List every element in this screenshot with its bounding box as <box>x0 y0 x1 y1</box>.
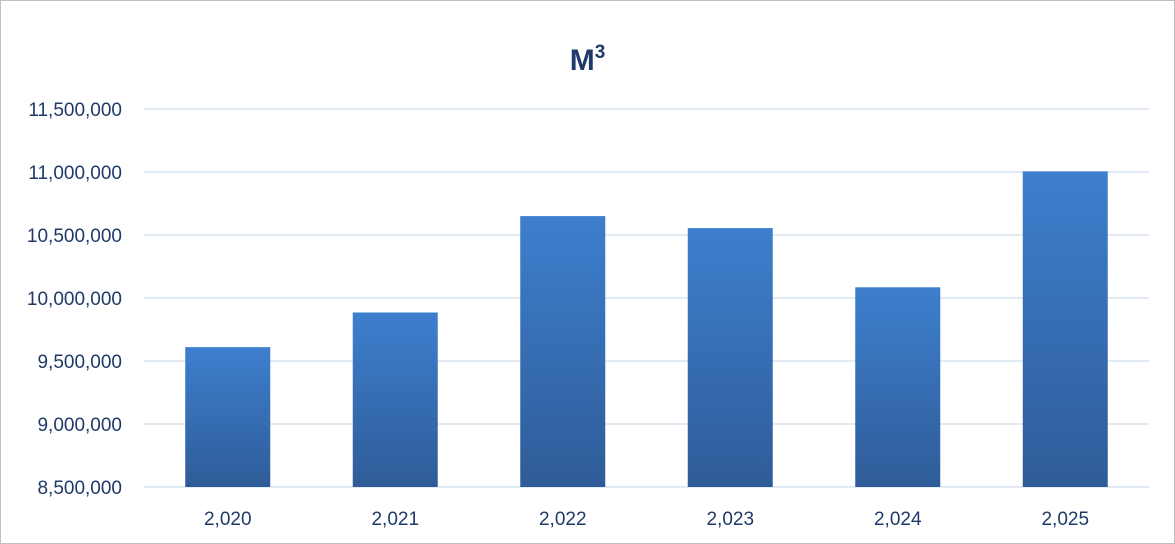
chart-title-text: M <box>569 44 595 77</box>
y-tick-label: 9,500,000 <box>37 352 122 373</box>
y-tick-label: 10,500,000 <box>27 226 122 247</box>
y-tick-label: 11,500,000 <box>28 100 122 121</box>
x-tick-label: 2,020 <box>204 509 252 530</box>
y-tick-label: 10,000,000 <box>27 289 122 310</box>
bar-0 <box>185 347 271 487</box>
x-tick-label: 2,024 <box>874 509 922 530</box>
y-tick-label: 9,000,000 <box>37 415 122 436</box>
chart-title: M3 <box>1 35 1174 79</box>
y-axis-tick-labels: 8,500,000 9,000,000 9,500,000 10,000,000 10,… <box>27 100 122 499</box>
y-tick-label: 8,500,000 <box>37 478 122 499</box>
bar-3 <box>687 228 773 487</box>
gridlines <box>144 108 1149 488</box>
x-tick-label: 2,022 <box>539 509 587 530</box>
x-tick-label: 2,025 <box>1041 509 1089 530</box>
y-tick-label: 11,000,000 <box>28 163 122 184</box>
bars <box>185 171 1108 487</box>
bar-2 <box>520 216 606 487</box>
bar-5 <box>1022 171 1108 487</box>
x-tick-label: 2,023 <box>706 509 754 530</box>
x-axis-tick-labels: 2,020 2,021 2,022 2,023 2,024 2,025 <box>204 509 1089 530</box>
bar-4 <box>855 287 941 487</box>
chart-title-superscript: 3 <box>594 42 606 63</box>
bar-1 <box>352 312 438 487</box>
x-tick-label: 2,021 <box>371 509 419 530</box>
